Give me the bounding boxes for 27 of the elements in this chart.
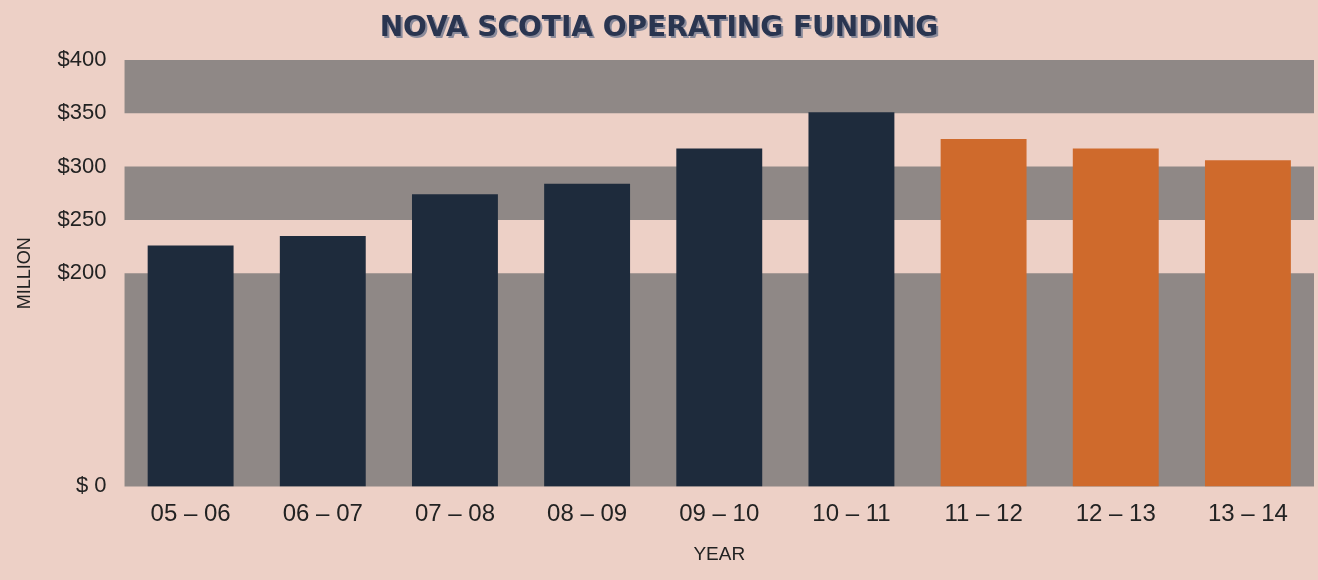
bar	[544, 183, 631, 487]
bar	[808, 112, 895, 487]
y-tick-label: $250	[57, 205, 107, 231]
x-tick-label: 09 – 10	[679, 499, 760, 527]
x-tick-label: 11 – 12	[944, 499, 1023, 527]
bar	[411, 194, 498, 487]
chart-title: NOVA SCOTIA OPERATING FUNDING	[378, 10, 940, 43]
x-tick-label: 10 – 11	[812, 499, 891, 527]
y-tick-label: $350	[57, 99, 107, 125]
x-tick-label: 07 – 08	[414, 499, 495, 527]
x-tick-label: 05 – 06	[150, 499, 231, 527]
bar	[676, 148, 763, 487]
y-tick-label: $300	[57, 152, 107, 178]
bar	[279, 235, 366, 487]
y-tick-label: $ 0	[75, 472, 107, 498]
bar	[940, 138, 1027, 487]
bar	[147, 245, 234, 487]
y-tick-label: $200	[57, 259, 107, 285]
x-tick-label: 12 – 13	[1075, 499, 1156, 527]
x-axis-title: YEAR	[693, 542, 746, 564]
y-axis-title: MILLION	[13, 237, 34, 310]
x-tick-label: 13 – 14	[1207, 499, 1288, 527]
bar	[1072, 148, 1159, 487]
y-tick-label: $400	[57, 46, 107, 72]
x-tick-label: 06 – 07	[282, 499, 363, 527]
bar	[1204, 160, 1291, 487]
x-tick-label: 08 – 09	[547, 499, 628, 527]
